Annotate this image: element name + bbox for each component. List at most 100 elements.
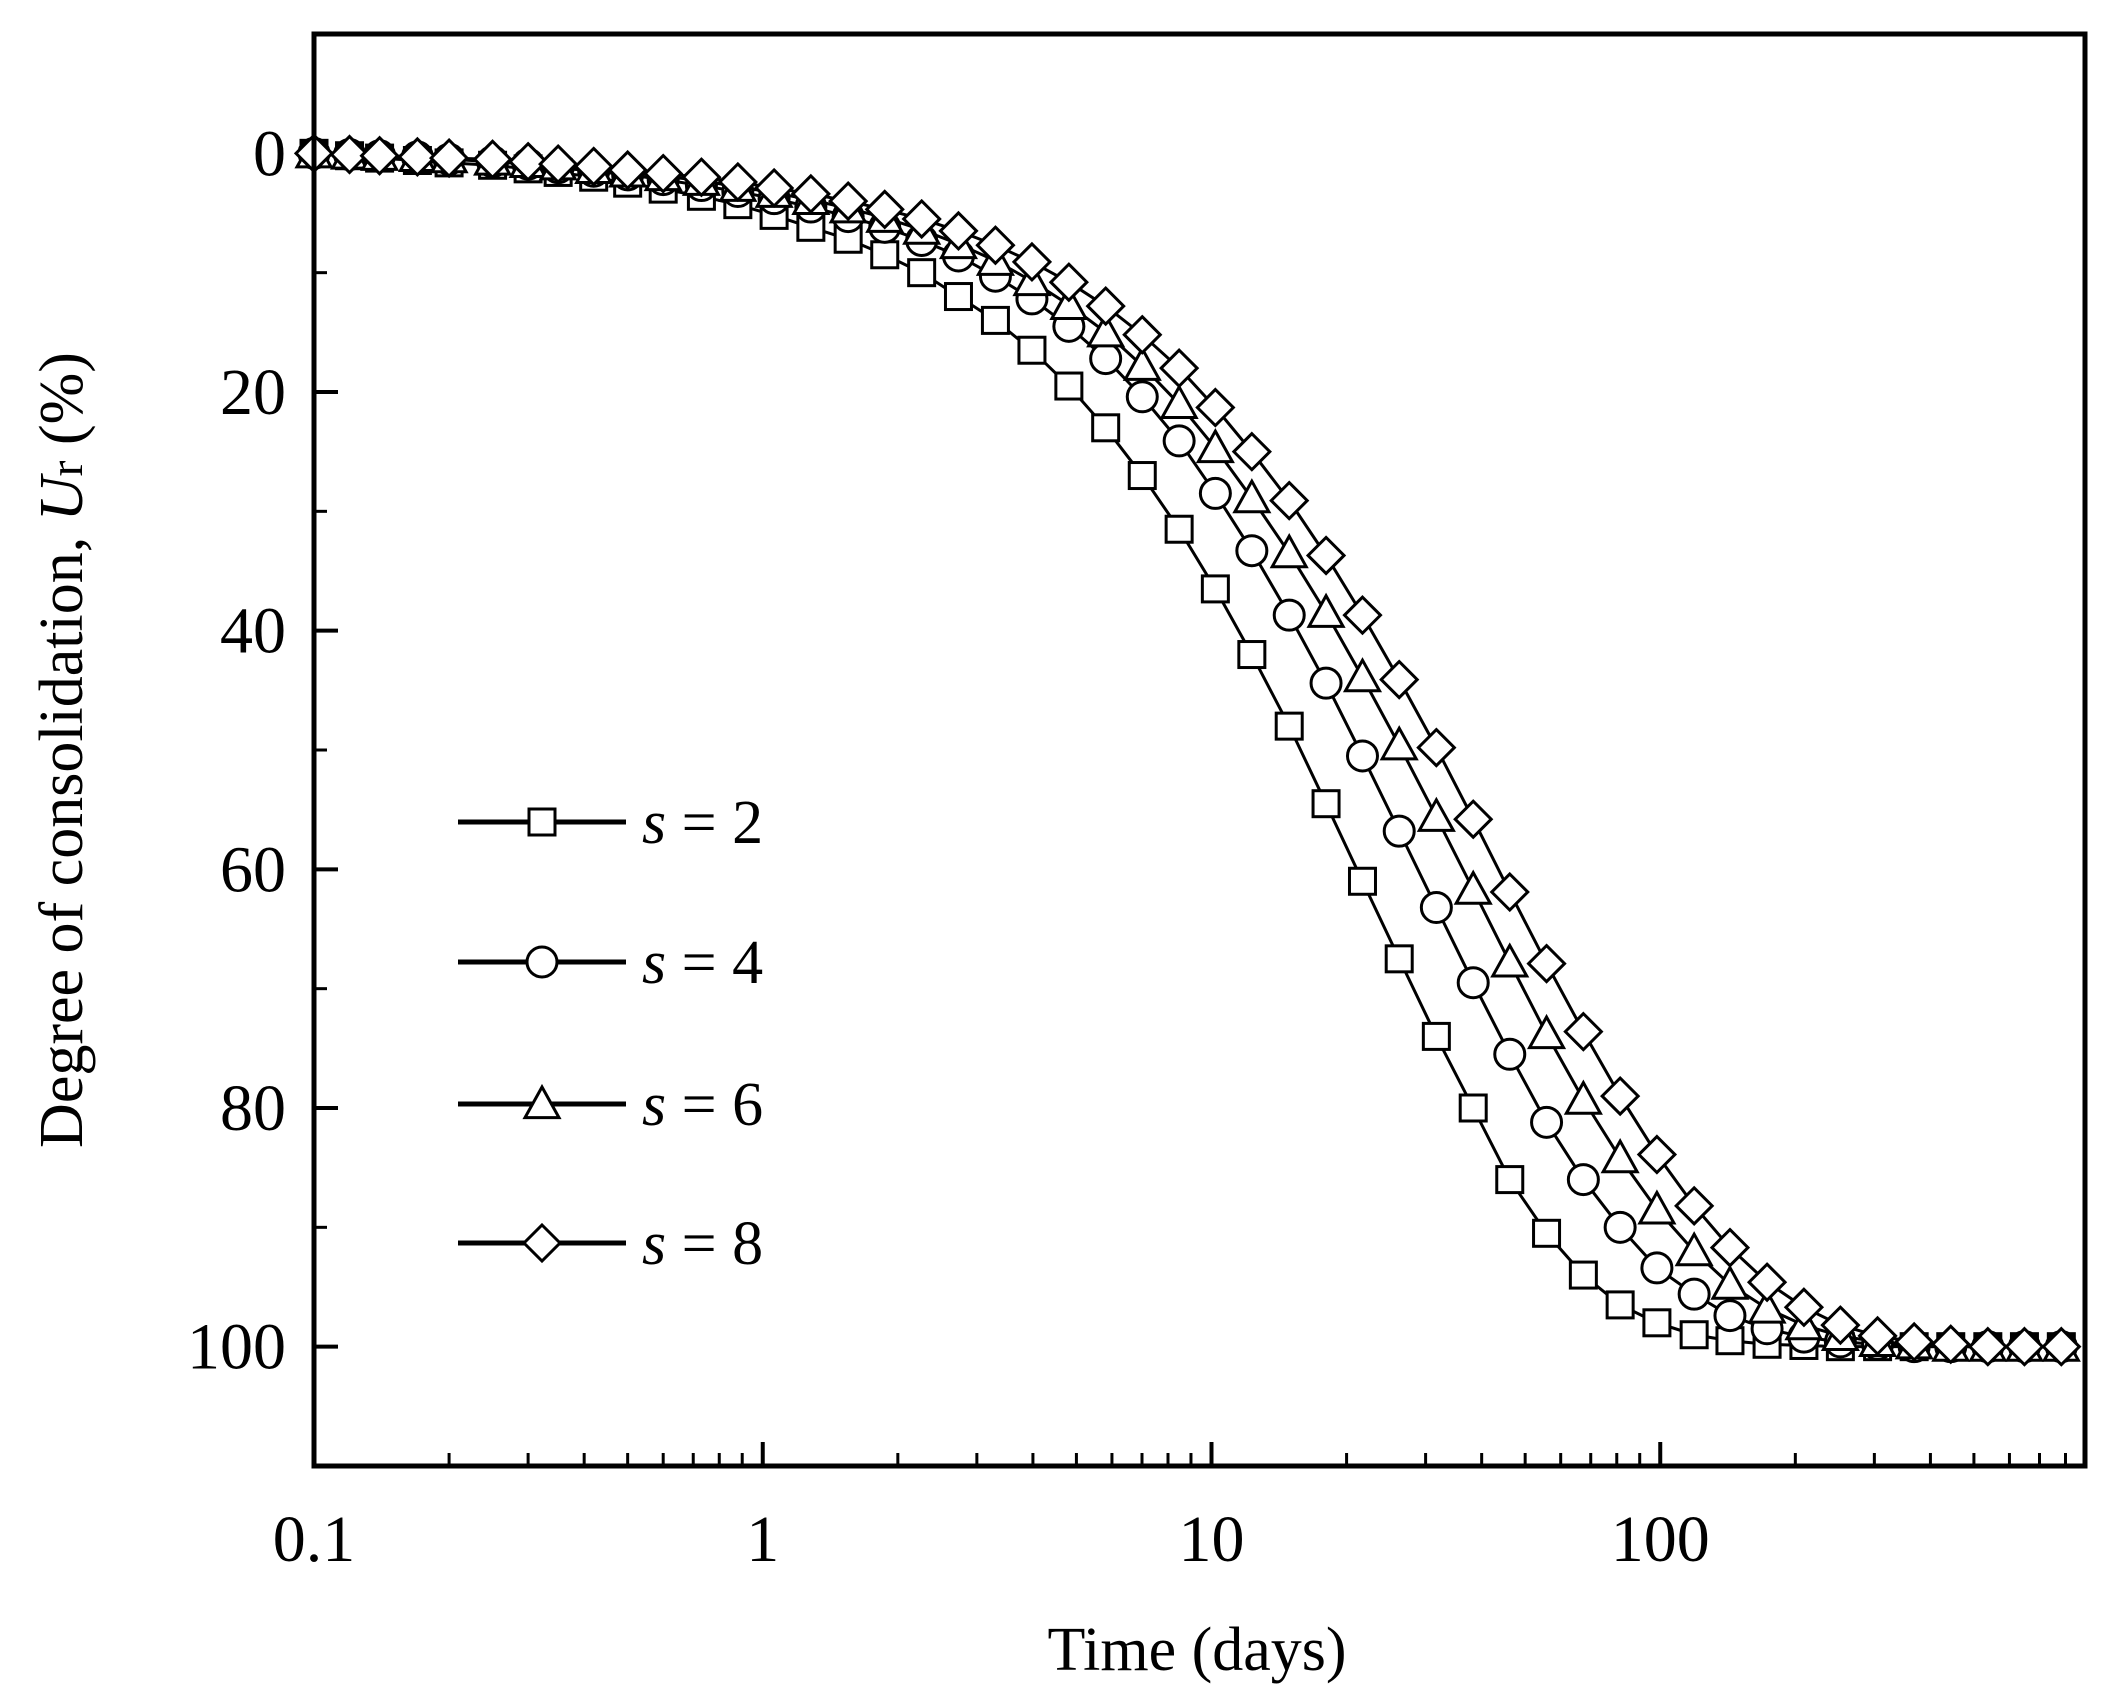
diamond-point [1085, 285, 1126, 327]
legend-param: s [642, 1210, 666, 1278]
diamond-point [1305, 535, 1347, 576]
legend-entry: s = 8 [458, 1210, 763, 1278]
square-point [1384, 944, 1414, 974]
diamond-point [828, 180, 869, 222]
diamond-point [1526, 943, 1567, 984]
legend: s = 2s = 4s = 6s = 8 [458, 789, 763, 1278]
diamond-point [428, 137, 470, 179]
legend-label: s = 2 [642, 789, 763, 857]
diamond-point [1746, 1262, 1788, 1303]
square-point [1164, 514, 1194, 544]
diamond-point [1011, 241, 1053, 283]
legend-param: s [642, 789, 666, 857]
legend-label: s = 4 [642, 929, 763, 997]
diamond-point [938, 210, 979, 252]
legend-marker-diamond [521, 1222, 563, 1264]
diamond-point [790, 173, 831, 215]
triangle-point [1747, 1288, 1787, 1324]
diamond-point [1489, 871, 1530, 913]
square-point [1605, 1290, 1635, 1320]
y-tick-label: 20 [220, 356, 286, 429]
triangle-point [1122, 345, 1162, 381]
diamond-point [1159, 348, 1200, 389]
legend-param: s [642, 1071, 666, 1139]
x-tick-label: 10 [1179, 1503, 1245, 1576]
legend-value: = 6 [666, 1071, 763, 1139]
diamond-point [1563, 1011, 1604, 1052]
diamond-point [538, 143, 579, 185]
square-point [1274, 711, 1304, 741]
plot-frame [311, 31, 2088, 1469]
square-point [1421, 1021, 1451, 1051]
legend-marker-circle [525, 945, 559, 979]
triangle-point [1490, 942, 1530, 978]
circle-point [1677, 1277, 1711, 1311]
series-line [313, 151, 2062, 1349]
square-point [1054, 371, 1084, 401]
legend-entry: s = 4 [458, 929, 763, 997]
legend-label: s = 6 [642, 1071, 763, 1139]
legend-entry: s = 6 [458, 1071, 763, 1139]
diamond-point [1195, 387, 1236, 428]
diamond-point [643, 153, 684, 194]
legend-value: = 4 [666, 929, 763, 997]
circle-point [1272, 598, 1306, 632]
square-point [1091, 413, 1121, 443]
legend-marker-triangle [522, 1083, 562, 1120]
series-diamond [293, 133, 2082, 1367]
legend-param: s [642, 929, 666, 997]
circle-point [1419, 891, 1453, 925]
circle-point [1198, 476, 1232, 510]
diamond-point [1857, 1315, 1898, 1357]
legend-label: s = 8 [642, 1210, 763, 1278]
square-point [1679, 1320, 1709, 1350]
diamond-point [681, 157, 722, 198]
y-axis-title-var-sub: r [40, 460, 93, 476]
diamond-point [397, 136, 438, 178]
y-tick-label: 100 [187, 1311, 286, 1384]
series-line [313, 151, 2062, 1349]
triangle-point [1232, 478, 1272, 514]
diamond-point [1820, 1305, 1861, 1346]
circle-point [1640, 1251, 1674, 1285]
square-point [1642, 1308, 1672, 1338]
circle-point [1566, 1163, 1600, 1197]
triangle-point [1049, 284, 1089, 320]
x-axis-title: Time (days) [1047, 1616, 1346, 1684]
square-point [1017, 335, 1047, 365]
diamond-point [472, 139, 513, 180]
circle-point [1530, 1105, 1564, 1139]
square-point [943, 282, 973, 312]
circle-point [1162, 424, 1196, 458]
triangle-point [1453, 869, 1493, 905]
triangle-point [1159, 383, 1199, 420]
triangle-point [1379, 725, 1419, 761]
diamond-point [573, 146, 614, 187]
square-point [1311, 789, 1341, 819]
x-tick-label: 100 [1611, 1503, 1710, 1576]
diamond-point [1269, 480, 1310, 521]
circle-point [1235, 534, 1269, 568]
series-circle [297, 136, 2078, 1364]
square-point [870, 240, 900, 270]
triangle-point [1306, 592, 1346, 628]
diamond-point [1600, 1075, 1641, 1117]
square-point [1568, 1260, 1598, 1290]
diamond-point [1379, 659, 1420, 700]
tick-labels: 0.1 1 10 100 0 20 40 60 80 100 [187, 117, 1710, 1576]
circle-point [1713, 1299, 1747, 1333]
triangle-point [1416, 796, 1456, 832]
y-tick-label: 40 [220, 595, 286, 668]
diamond-point [1048, 262, 1089, 303]
diamond-point [753, 167, 795, 209]
circle-point [1382, 814, 1416, 848]
circle-point [1089, 342, 1123, 376]
series-line [313, 151, 2062, 1349]
legend-entry: s = 2 [458, 789, 763, 857]
diamond-point [1636, 1134, 1678, 1175]
square-point [1532, 1218, 1562, 1248]
y-tick-label: 60 [220, 833, 286, 906]
diamond-point [864, 189, 905, 230]
square-point [980, 305, 1010, 335]
